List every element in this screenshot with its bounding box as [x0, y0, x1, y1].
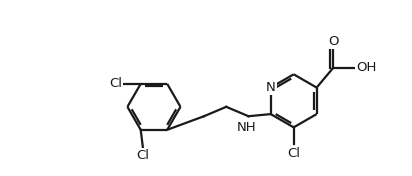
Text: N: N	[266, 81, 276, 94]
Text: Cl: Cl	[136, 149, 149, 162]
Text: Cl: Cl	[110, 77, 123, 90]
Text: Cl: Cl	[287, 147, 300, 160]
Text: O: O	[328, 35, 338, 48]
Text: OH: OH	[356, 61, 376, 74]
Text: NH: NH	[237, 121, 257, 134]
